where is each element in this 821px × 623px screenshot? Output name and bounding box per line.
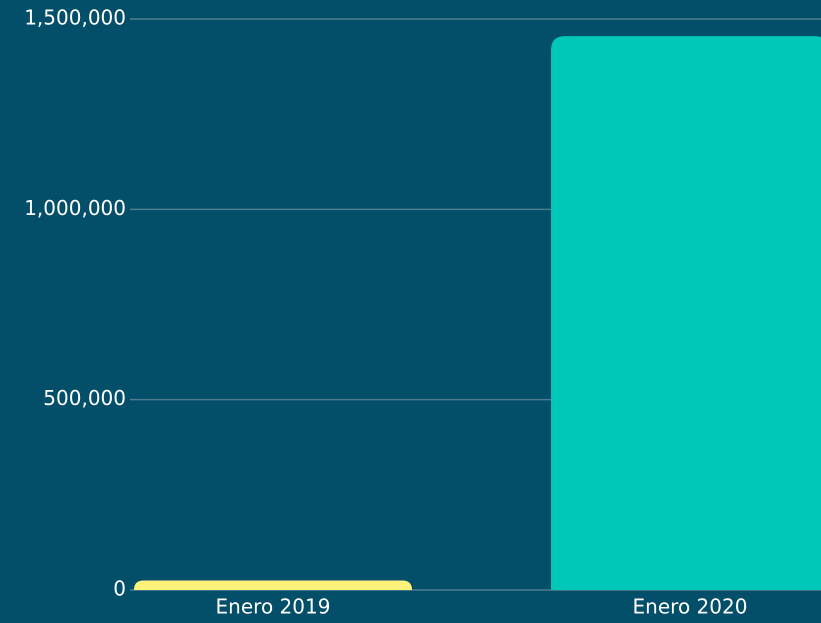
y-tick-label: 0 — [113, 577, 126, 601]
bar — [134, 580, 412, 590]
x-tick-label: Enero 2019 — [216, 595, 331, 619]
y-tick-label: 1,000,000 — [24, 196, 126, 220]
x-tick-label: Enero 2020 — [633, 595, 748, 619]
y-tick-label: 500,000 — [43, 386, 126, 410]
y-tick-label: 1,500,000 — [24, 6, 126, 30]
bar — [551, 36, 821, 590]
